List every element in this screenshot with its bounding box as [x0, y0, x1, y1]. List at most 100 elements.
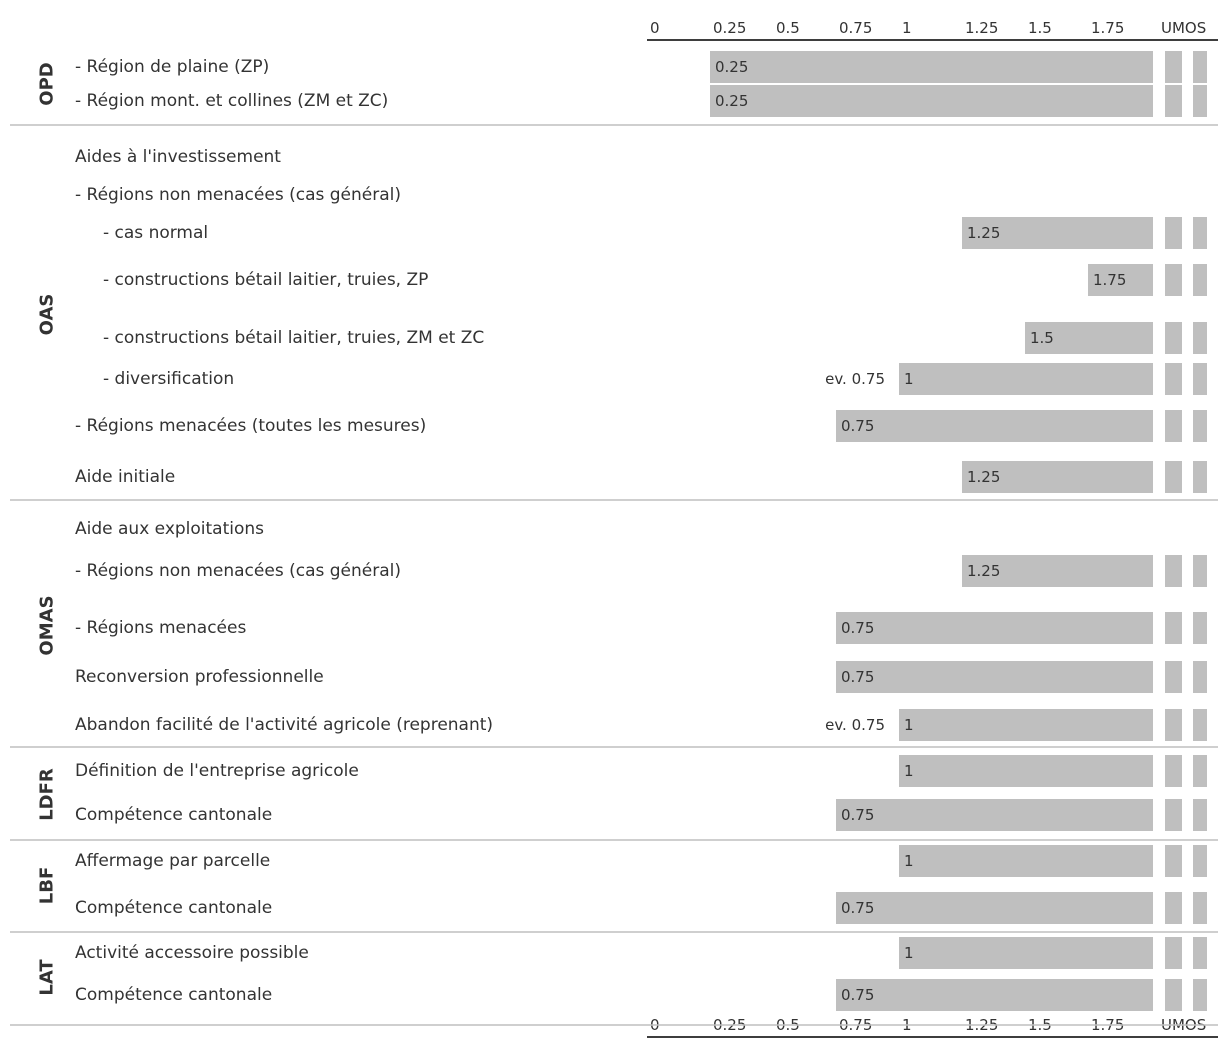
threshold-bar [1088, 264, 1153, 296]
row-label: - Région de plaine (ZP) [75, 57, 269, 77]
umos-stub-block [1193, 410, 1207, 442]
row-label: Aide aux exploitations [75, 519, 264, 539]
x-tick-label-top: 0.5 [776, 19, 800, 37]
x-tick-label-top: 0 [650, 19, 660, 37]
umos-stub-block [1193, 892, 1207, 924]
umos-stub-block [1165, 410, 1182, 442]
row-label: - diversification [103, 369, 234, 389]
threshold-bar [962, 461, 1153, 493]
bar-value-label: 1.75 [1093, 271, 1126, 289]
umos-stub-block [1193, 755, 1207, 787]
umos-stub-block [1165, 217, 1182, 249]
bar-note-label: ev. 0.75 [825, 716, 885, 734]
umos-stub-block [1193, 709, 1207, 741]
umos-stub-block [1193, 363, 1207, 395]
threshold-bar [836, 661, 1153, 693]
threshold-bar [899, 709, 1153, 741]
umos-stub-block [1193, 51, 1207, 83]
umos-stub-block [1165, 937, 1182, 969]
umos-stub-block [1193, 612, 1207, 644]
group-label: LBF [37, 867, 58, 905]
row-label: - constructions bétail laitier, truies, … [103, 270, 428, 290]
umos-stub-block [1193, 85, 1207, 117]
umos-stub-block [1165, 461, 1182, 493]
bar-value-label: 1 [904, 852, 914, 870]
umos-stub-block [1193, 217, 1207, 249]
row-label: Affermage par parcelle [75, 851, 270, 871]
x-tick-label-top: 1 [902, 19, 912, 37]
x-tick-label-top: 0.75 [839, 19, 872, 37]
row-label: Compétence cantonale [75, 898, 272, 918]
row-label: - Régions non menacées (cas général) [75, 561, 401, 581]
group-label: OAS [37, 294, 58, 336]
row-label: - Régions menacées [75, 618, 246, 638]
group-label: OMAS [37, 595, 58, 655]
umos-stub-block [1165, 555, 1182, 587]
umos-stub-block [1165, 51, 1182, 83]
threshold-bar [962, 555, 1153, 587]
umos-stub-block [1193, 264, 1207, 296]
threshold-bar [710, 51, 1153, 83]
threshold-bar [1025, 322, 1153, 354]
bar-value-label: 1.25 [967, 562, 1000, 580]
umos-stub-block [1165, 892, 1182, 924]
threshold-bar [836, 410, 1153, 442]
bar-value-label: 1 [904, 370, 914, 388]
bar-value-label: 1.25 [967, 224, 1000, 242]
row-label: Aides à l'investissement [75, 147, 281, 167]
group-label: OPD [37, 62, 58, 105]
umos-stub-block [1165, 85, 1182, 117]
threshold-bar [836, 892, 1153, 924]
umos-stub-block [1165, 755, 1182, 787]
threshold-bar [899, 845, 1153, 877]
bar-value-label: 0.75 [841, 619, 874, 637]
bar-value-label: 0.75 [841, 668, 874, 686]
x-tick-label-top: 1.5 [1028, 19, 1052, 37]
x-tick-label-top: 1.75 [1091, 19, 1124, 37]
umos-stub-block [1193, 461, 1207, 493]
umos-stub-block [1165, 845, 1182, 877]
bar-value-label: 1 [904, 944, 914, 962]
bar-value-label: 0.75 [841, 417, 874, 435]
bar-value-label: 0.75 [841, 806, 874, 824]
umos-stub-block [1165, 322, 1182, 354]
row-label: - constructions bétail laitier, truies, … [103, 328, 484, 348]
umos-stub-block [1165, 979, 1182, 1011]
bar-value-label: 1 [904, 716, 914, 734]
row-label: Activité accessoire possible [75, 943, 309, 963]
threshold-bar [710, 85, 1153, 117]
threshold-bar [899, 363, 1153, 395]
bar-value-label: 0.25 [715, 92, 748, 110]
group-label: LAT [37, 959, 58, 996]
bar-value-label: 0.25 [715, 58, 748, 76]
x-tick-label-top: 0.25 [713, 19, 746, 37]
threshold-bar [836, 799, 1153, 831]
umos-stub-block [1165, 612, 1182, 644]
umos-stub-block [1193, 845, 1207, 877]
bar-note-label: ev. 0.75 [825, 370, 885, 388]
row-label: Reconversion professionnelle [75, 667, 324, 687]
bar-value-label: 1.25 [967, 468, 1000, 486]
threshold-bar [836, 612, 1153, 644]
threshold-bar [836, 979, 1153, 1011]
bar-value-label: 1.5 [1030, 329, 1054, 347]
umos-stub-block [1193, 555, 1207, 587]
umos-stub-block [1193, 937, 1207, 969]
row-label: - Région mont. et collines (ZM et ZC) [75, 91, 388, 111]
row-label: - Régions menacées (toutes les mesures) [75, 416, 426, 436]
row-label: - cas normal [103, 223, 208, 243]
row-label: Compétence cantonale [75, 985, 272, 1005]
row-label: Aide initiale [75, 467, 175, 487]
bar-value-label: 0.75 [841, 986, 874, 1004]
x-tick-label-top: UMOS [1161, 19, 1206, 37]
threshold-bar [962, 217, 1153, 249]
umos-stub-block [1193, 979, 1207, 1011]
threshold-bar [899, 937, 1153, 969]
row-label: Définition de l'entreprise agricole [75, 761, 359, 781]
x-tick-label-top: 1.25 [965, 19, 998, 37]
row-label: Compétence cantonale [75, 805, 272, 825]
bar-value-label: 0.75 [841, 899, 874, 917]
umos-stub-block [1165, 709, 1182, 741]
umos-stub-block [1193, 661, 1207, 693]
